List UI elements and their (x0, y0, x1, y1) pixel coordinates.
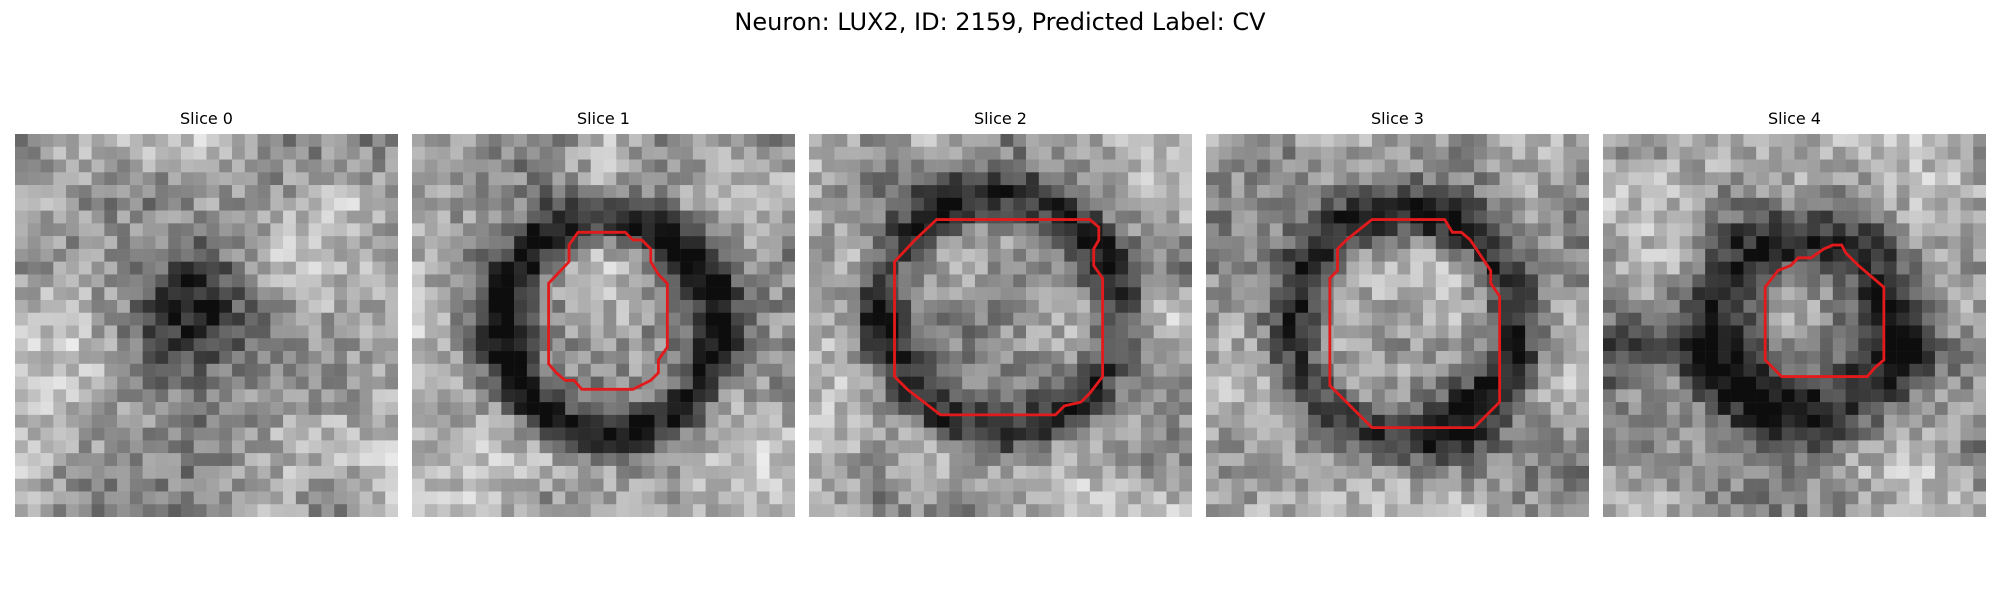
slice-panel-1: Slice 1 (412, 108, 795, 517)
slice-image-0 (15, 134, 398, 517)
contour-outline-4 (1763, 243, 1886, 378)
slice-title-2: Slice 2 (974, 109, 1027, 128)
slice-image-1 (412, 134, 795, 517)
slice-image-3 (1206, 134, 1589, 517)
contour-outline-1 (547, 230, 669, 391)
slice-image-4 (1603, 134, 1986, 517)
contour-outline-2 (893, 218, 1105, 417)
slice-title-1: Slice 1 (577, 109, 630, 128)
slice-panel-0: Slice 0 (15, 108, 398, 517)
slice-panel-4: Slice 4 (1603, 108, 1986, 517)
slice-panel-3: Slice 3 (1206, 108, 1589, 517)
slice-image-2 (809, 134, 1192, 517)
contour-outline-3 (1328, 218, 1502, 430)
slice-title-0: Slice 0 (180, 109, 233, 128)
slice-title-3: Slice 3 (1371, 109, 1424, 128)
figure-title: Neuron: LUX2, ID: 2159, Predicted Label:… (734, 8, 1266, 36)
slice-title-4: Slice 4 (1768, 109, 1821, 128)
slice-panel-2: Slice 2 (809, 108, 1192, 517)
